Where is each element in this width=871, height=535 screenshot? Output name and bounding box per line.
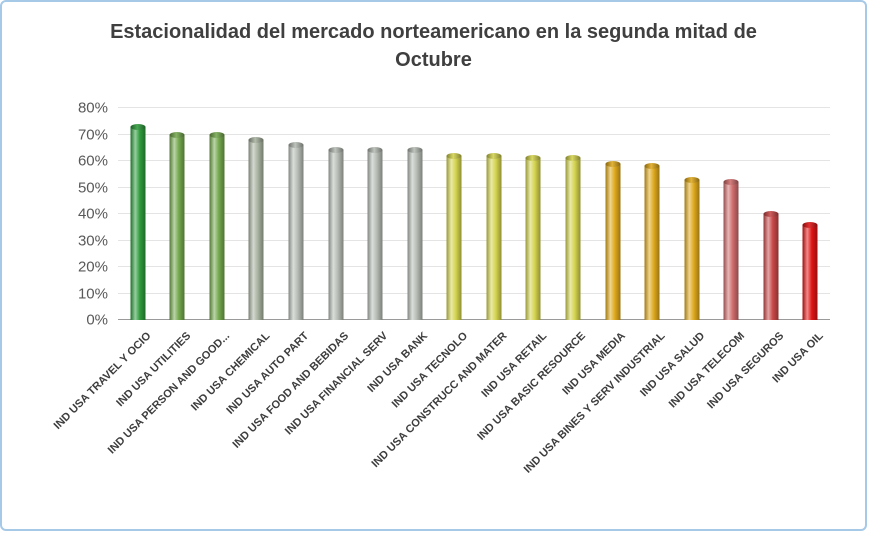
bar-top-cap (446, 152, 462, 159)
gridline (118, 266, 830, 267)
bar-top-cap (684, 176, 700, 183)
bar-top-cap (644, 163, 660, 170)
bar (525, 155, 541, 320)
gridline (118, 107, 830, 108)
gridline (118, 213, 830, 214)
y-tick-label: 50% (77, 179, 108, 196)
bar-slot: IND USA AUTO PART (225, 108, 316, 417)
bar (446, 152, 462, 320)
y-tick-label: 40% (77, 205, 108, 223)
bar-slot: IND USA TELECOM (666, 108, 751, 410)
bar-slot: IND USA UTILITIES (114, 108, 198, 409)
bar-slot: IND USA MEDIA (561, 108, 633, 397)
bar-slot: IND USA OIL (771, 108, 831, 385)
category-label: IND USA TELECOM (666, 330, 747, 411)
x-axis-line (118, 319, 830, 320)
y-tick-label: 0% (86, 311, 108, 329)
bar-slot: IND USA CHEMICAL (189, 108, 277, 413)
chart-title: Estacionalidad del mercado norteamerican… (110, 21, 757, 71)
bar (169, 131, 185, 320)
bar-top-cap (525, 155, 541, 162)
bars-layer: IND USA TRAVEL Y OCIO IND USA UTILITIES IN… (51, 108, 831, 476)
plot-area: 0% 10% 20% 30% 40% 50% 60% 70% 80% IND USA TRAVEL… (51, 100, 831, 476)
bar-top-cap (723, 179, 739, 186)
bar (802, 221, 818, 320)
bar-slot: IND USA BANK (365, 108, 435, 395)
bar-top-cap (248, 136, 264, 143)
bar (248, 136, 264, 320)
bar-top-cap (407, 147, 423, 154)
bar-slot: IND USA RETAIL (479, 108, 554, 400)
bar-slot: IND USA SEGUROS (705, 108, 791, 411)
bar-top-cap (486, 152, 502, 159)
bar-top-cap (802, 221, 818, 228)
bar (684, 176, 700, 320)
bar-slot: IND USA CONSTRUCC AND MATER (369, 108, 514, 470)
bar (288, 142, 304, 320)
y-tick-label: 30% (77, 232, 108, 249)
y-tick-label: 20% (77, 258, 108, 276)
bar (723, 179, 739, 320)
bar-slot: IND USA FINANCIAL SERV (283, 108, 395, 437)
bar-top-cap (328, 147, 344, 154)
bar-slot: IND USA FOOD AND BEBIDAS (230, 108, 356, 451)
bar (209, 131, 225, 320)
bar (565, 155, 581, 320)
bar-top-cap (209, 131, 225, 138)
bar-slot: IND USA TECNOLO (389, 108, 475, 410)
bar-top-cap (605, 160, 621, 167)
bar-slot: IND USA TRAVEL Y OCIO (51, 108, 158, 432)
gridline (118, 239, 830, 241)
bar (486, 152, 502, 320)
bar-slot: IND USA SALUD (638, 108, 712, 399)
category-label: IND USA TECNOLO (389, 330, 470, 411)
category-label: IND USA BINES Y SERV INDUSTRIAL (521, 330, 668, 476)
bar-top-cap (565, 155, 581, 162)
y-tick-label: 60% (77, 152, 108, 170)
bar-top-cap (367, 147, 383, 154)
gridline (118, 133, 830, 135)
y-tick-label: 80% (77, 99, 108, 117)
bar-top-cap (130, 123, 146, 130)
bar (644, 163, 660, 320)
bar (328, 147, 344, 320)
bar-top-cap (763, 211, 779, 217)
bar-slot: IND USA BINES Y SERV INDUSTRIAL (522, 108, 672, 476)
gridline (118, 292, 830, 294)
y-tick-label: 10% (77, 285, 108, 302)
bar-slot: IND USA PERSON AND GOOD... (106, 108, 237, 456)
bar-top-cap (169, 131, 185, 138)
gridline (118, 186, 830, 188)
bar (407, 147, 423, 320)
category-label: IND USA UTILITIES (113, 330, 193, 410)
y-tick-label: 70% (77, 126, 108, 143)
bar (763, 211, 779, 320)
bar (130, 123, 146, 320)
category-label: IND USA SEGUROS (705, 330, 787, 412)
gridline (118, 160, 830, 161)
bar (367, 147, 383, 320)
bar-slot: IND USA BASIC RESOURCE (476, 108, 593, 443)
bar-top-cap (288, 142, 304, 149)
bar (605, 160, 621, 320)
